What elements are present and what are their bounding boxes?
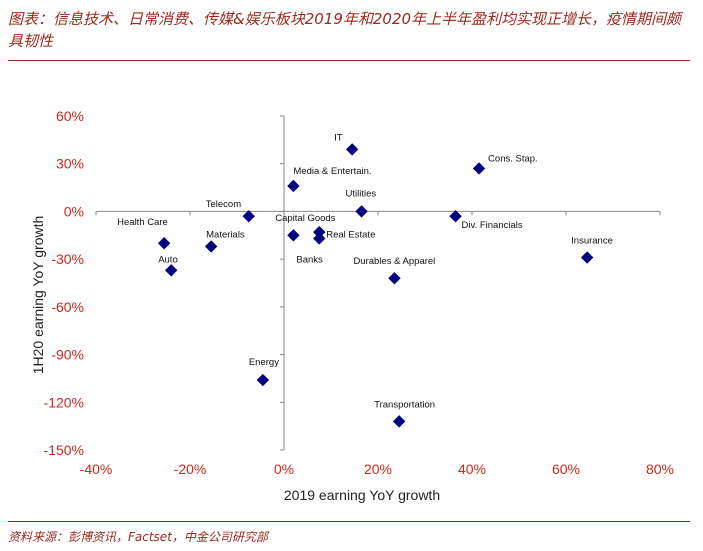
data-point-marker: [345, 143, 359, 156]
point-label: Insurance: [571, 236, 613, 247]
data-point-marker: [165, 264, 178, 277]
y-tick-label: 30%: [56, 156, 84, 172]
point-label: Cons. Stap.: [488, 153, 538, 164]
footer-divider: [8, 521, 690, 522]
point-label: Telecom: [206, 199, 241, 210]
data-point-marker: [580, 251, 594, 264]
point-label: Health Care: [117, 217, 168, 228]
data-point-marker: [287, 229, 300, 242]
x-tick-label: 60%: [552, 461, 580, 477]
y-tick-label: 60%: [56, 108, 84, 124]
point-label: Div. Financials: [462, 220, 523, 231]
point-label: Energy: [249, 357, 279, 368]
data-point-marker: [157, 237, 171, 250]
title-divider: [8, 60, 690, 61]
data-point-marker: [256, 373, 270, 387]
data-point-marker: [392, 415, 406, 428]
point-label: Banks: [296, 254, 323, 265]
x-tick-label: 20%: [364, 461, 392, 477]
data-point-marker: [355, 205, 368, 218]
x-tick-label: 80%: [646, 461, 674, 477]
point-labels: IT Cons. Stap. Media & Entertain. Utilities…: [117, 132, 613, 410]
data-point-marker: [472, 162, 486, 175]
point-label: Media & Entertain.: [293, 166, 371, 177]
point-label: Utilities: [346, 188, 377, 199]
x-tick-labels: -40% -20% 0% 20% 40% 60% 80%: [80, 461, 674, 477]
figure-title: 图表：信息技术、日常消费、传媒&娱乐板块2019年和2020年上半年盈利均实现正…: [8, 10, 682, 50]
data-point-marker: [313, 232, 326, 245]
data-point-marker: [449, 210, 462, 223]
data-point-marker: [204, 240, 218, 253]
point-label: Capital Goods: [275, 213, 335, 224]
y-tick-label: -150%: [44, 442, 84, 458]
data-point-marker: [287, 179, 300, 193]
source-note: 资料来源：彭博资讯，Factset，中金公司研究部: [8, 530, 268, 544]
point-label: IT: [334, 132, 343, 143]
y-tick-labels: 60% 30% 0% -30% -60% -90% -120% -150%: [44, 108, 84, 458]
point-label: Auto: [158, 254, 178, 265]
y-tick-label: -60%: [51, 299, 84, 315]
x-tick-label: -20%: [174, 461, 207, 477]
data-points: [157, 143, 594, 428]
point-label: Transportation: [374, 399, 435, 410]
point-label: Durables & Apparel: [353, 256, 435, 267]
data-point-marker: [388, 272, 401, 285]
data-point-marker: [242, 210, 255, 223]
x-axis-title: 2019 earning YoY growth: [284, 487, 440, 503]
y-tick-label: 0%: [64, 203, 84, 219]
y-tick-label: -30%: [51, 251, 84, 267]
x-tick-label: -40%: [80, 461, 113, 477]
x-tick-label: 0%: [274, 461, 294, 477]
x-tick-label: 40%: [458, 461, 486, 477]
y-tick-label: -120%: [44, 394, 84, 410]
y-tick-label: -90%: [51, 347, 84, 363]
y-axis-title: 1H20 earning YoY growth: [30, 216, 46, 375]
point-label: Real Estate: [326, 229, 375, 240]
point-label: Materials: [206, 229, 245, 240]
data-point-marker: [313, 225, 326, 239]
